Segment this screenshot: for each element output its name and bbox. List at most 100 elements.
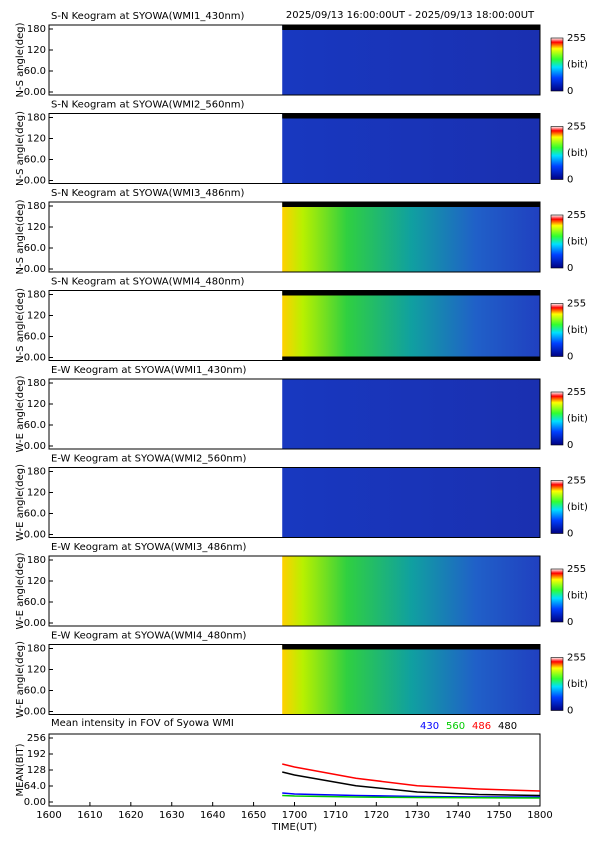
x-tick-label: 1650 [241,810,266,821]
y-tick-label: 60.0 [24,155,46,166]
y-axis-label: N-S angle(deg) [15,288,26,363]
colorbar [550,303,564,357]
y-axis-label: N-S angle(deg) [15,111,26,186]
no-data-band [282,290,540,296]
legend-entry: 430 [420,721,439,732]
colorbar-tick-label: 0 [567,529,573,540]
y-tick-label: 180 [27,201,46,212]
legend-entry: 560 [446,721,465,732]
colorbar [550,391,564,446]
x-tick-label: 1800 [527,810,552,821]
y-tick-label: 180 [27,378,46,389]
x-tick-label: 1720 [364,810,389,821]
y-tick-label: 120 [27,311,46,322]
colorbar-tick-label: 0 [567,440,573,451]
y-tick-label: 0.00 [24,87,46,98]
y-axis-label: N-S angle(deg) [15,199,26,274]
y-tick-label: 120 [27,576,46,587]
colorbar-tick-label: 255 [567,210,586,221]
no-data-band [282,25,540,30]
panel-title: S-N Keogram at SYOWA(WMI4_480nm) [51,277,245,288]
x-tick-label: 1640 [200,810,225,821]
colorbar-tick-label: 0 [567,617,573,628]
y-tick-label: 0.00 [24,707,46,718]
y-axis-label: W-E angle(deg) [15,641,26,718]
series-line [282,763,541,792]
keogram-image [282,25,540,95]
colorbar [550,37,564,92]
colorbar [550,568,564,623]
x-tick-label: 1600 [36,810,61,821]
y-tick-label: 64.0 [24,781,46,792]
plot-frame [48,201,541,273]
keogram-image [282,467,540,538]
y-tick-label: 120 [27,665,46,676]
y-tick-label: 0.00 [24,441,46,452]
colorbar-tick-label: 255 [567,33,586,44]
legend-entry: 480 [498,721,517,732]
x-tick-label: 1740 [445,810,470,821]
y-tick-label: 0.00 [24,618,46,629]
colorbar-label: (bit) [567,60,588,71]
colorbar-tick-label: 0 [567,263,573,274]
y-tick-label: 60.0 [24,66,46,77]
y-tick-label: 128 [27,765,46,776]
plot-frame [48,467,541,538]
panel-title: E-W Keogram at SYOWA(WMI4_480nm) [51,631,247,642]
y-tick-label: 0.00 [24,176,46,187]
colorbar-label: (bit) [567,679,588,690]
colorbar-label: (bit) [567,148,588,159]
y-tick-label: 180 [27,555,46,566]
colorbar-label: (bit) [567,502,588,513]
y-axis-label: W-E angle(deg) [15,552,26,629]
y-tick-label: 120 [27,222,46,233]
x-tick-label: 1710 [323,810,348,821]
colorbar-tick-label: 255 [567,387,586,398]
x-tick-label: 1610 [77,810,102,821]
y-tick-label: 192 [27,749,46,760]
colorbar-tick-label: 255 [567,564,586,575]
keogram-image [282,644,540,715]
time-range: 2025/09/13 16:00:00UT - 2025/09/13 18:00… [286,10,535,21]
colorbar-tick-label: 0 [567,86,573,97]
no-data-band [282,644,540,650]
colorbar-tick-label: 0 [567,175,573,186]
x-tick-label: 1700 [282,810,307,821]
colorbar [550,126,564,180]
colorbar [550,657,564,711]
colorbar [550,214,564,269]
colorbar-tick-label: 255 [567,653,586,664]
y-axis-label: W-E angle(deg) [15,375,26,452]
y-tick-label: 60.0 [24,686,46,697]
colorbar-label: (bit) [567,237,588,248]
y-tick-label: 0.00 [24,353,46,364]
plot-frame [48,555,541,627]
colorbar-tick-label: 255 [567,122,586,133]
colorbar [550,480,564,534]
keogram-image [282,202,540,272]
x-axis-label: TIME(UT) [271,822,317,833]
plot-frame [48,733,541,807]
no-data-band [282,202,540,207]
panel-title: E-W Keogram at SYOWA(WMI2_560nm) [51,454,247,465]
y-axis-label: N-S angle(deg) [15,22,26,97]
y-tick-label: 120 [27,399,46,410]
y-tick-label: 180 [27,467,46,478]
y-tick-label: 60.0 [24,597,46,608]
y-tick-label: 0.00 [24,797,46,808]
y-tick-label: 120 [27,134,46,145]
x-tick-label: 1620 [118,810,143,821]
plot-frame [48,644,541,715]
keogram-image [282,290,540,361]
panel-title: S-N Keogram at SYOWA(WMI1_430nm) [51,11,245,22]
colorbar-tick-label: 0 [567,706,573,717]
y-tick-label: 60.0 [24,332,46,343]
panel-title: S-N Keogram at SYOWA(WMI3_486nm) [51,188,245,199]
panel-title: Mean intensity in FOV of Syowa WMI [51,718,234,729]
colorbar-label: (bit) [567,325,588,336]
plot-frame [48,24,541,96]
plot-frame [48,378,541,450]
x-tick-label: 1630 [159,810,184,821]
plot-frame [48,113,541,184]
colorbar-tick-label: 0 [567,352,573,363]
